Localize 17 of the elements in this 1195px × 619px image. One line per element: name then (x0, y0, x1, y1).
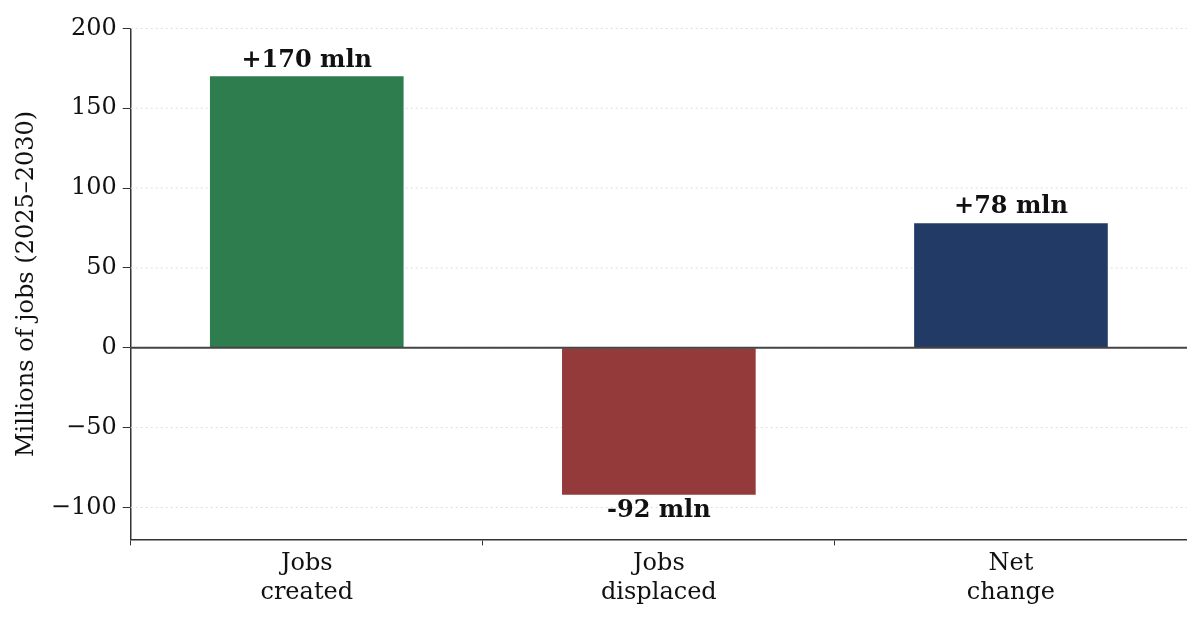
x-tick-label: Net change (966, 548, 1056, 605)
y-tick-label: 50 (86, 252, 117, 281)
y-tick-label: −50 (66, 411, 117, 440)
data-label: -92 mln (607, 493, 711, 523)
y-tick-label: 200 (70, 12, 117, 41)
data-label: +78 mln (954, 190, 1068, 220)
bar (914, 223, 1108, 348)
y-tick-label: 100 (70, 172, 117, 201)
x-tick-label: Jobs created (260, 548, 354, 605)
bar (209, 76, 404, 348)
y-tick-label: −100 (50, 491, 117, 520)
y-tick-label: 0 (101, 332, 117, 361)
data-label: +170 mln (241, 43, 373, 73)
bar (562, 348, 756, 495)
y-axis-title: Millions of jobs (2025–2030) (10, 110, 39, 457)
x-tick-label: Jobs displaced (601, 548, 717, 605)
y-tick-label: 150 (70, 92, 117, 121)
